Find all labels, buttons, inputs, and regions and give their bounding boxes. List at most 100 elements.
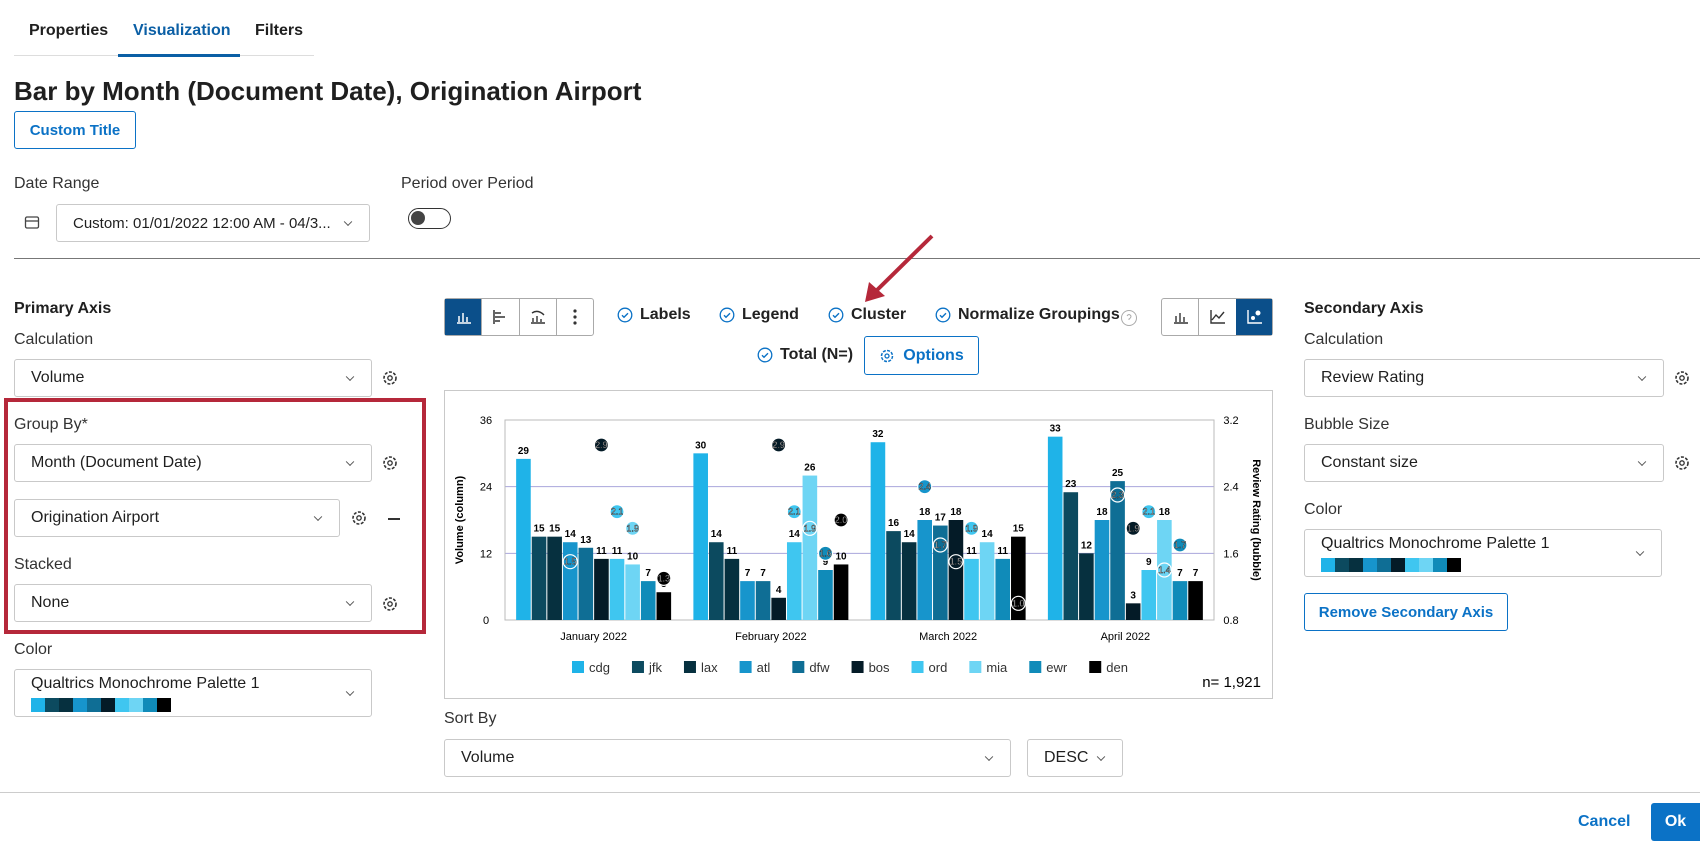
- palette-swatch: [143, 697, 157, 712]
- gear-icon[interactable]: [381, 454, 399, 472]
- bar-label: 14: [789, 529, 801, 540]
- bubble-label: 2.9: [595, 440, 608, 450]
- cluster-toggle[interactable]: Cluster: [828, 306, 906, 324]
- gear-icon[interactable]: [1673, 369, 1691, 387]
- options-button[interactable]: Options: [864, 336, 979, 375]
- palette-swatch: [1419, 557, 1433, 572]
- y2-tick-label: 1.6: [1223, 548, 1238, 560]
- bubble-label: 2.1: [611, 507, 624, 517]
- gear-icon[interactable]: [381, 369, 399, 387]
- remove-icon[interactable]: [388, 518, 400, 520]
- sort-dropdown[interactable]: Volume: [444, 739, 1011, 777]
- bar: [870, 442, 886, 620]
- bar: [562, 542, 578, 620]
- bubble-label: 1.0: [1012, 598, 1025, 608]
- bar: [547, 536, 562, 620]
- legend-swatch: [572, 661, 584, 673]
- palette-swatch: [1433, 557, 1447, 572]
- bar: [578, 547, 594, 620]
- gear-icon: [881, 349, 894, 362]
- normalize-toggle[interactable]: Normalize Groupings: [935, 306, 1120, 324]
- legend-swatch: [792, 661, 805, 673]
- cancel-button[interactable]: Cancel: [1578, 813, 1631, 830]
- chart-frame: [444, 390, 1273, 699]
- bar-label: 7: [745, 568, 751, 579]
- help-icon[interactable]: [1120, 309, 1138, 327]
- bar-label: 15: [1013, 524, 1025, 535]
- palette-swatch: [73, 697, 87, 712]
- sort-label: Sort By: [444, 710, 497, 727]
- bar-label: 7: [1177, 568, 1183, 579]
- normalize-text: Normalize Groupings: [958, 306, 1120, 323]
- legend-label: mia: [986, 660, 1008, 675]
- check-icon: [757, 347, 773, 363]
- bubble-label: 1.3: [658, 573, 671, 583]
- pop-toggle[interactable]: [408, 208, 451, 229]
- palette-swatch: [1349, 557, 1363, 572]
- date-range-dropdown[interactable]: Custom: 01/01/2022 12:00 AM - 04/3...: [56, 204, 370, 242]
- legend-label: lax: [701, 660, 718, 675]
- bar-label: 26: [804, 463, 816, 474]
- bar: [948, 520, 964, 620]
- group-by-dropdown[interactable]: Month (Document Date): [14, 444, 372, 482]
- bar: [1047, 436, 1063, 620]
- calendar-icon: [24, 216, 40, 229]
- legend-toggle[interactable]: Legend: [719, 306, 799, 324]
- primary-axis-heading: Primary Axis: [14, 300, 112, 317]
- legend-swatch: [631, 661, 644, 673]
- legend-swatch: [739, 661, 752, 673]
- bar-label: 13: [580, 535, 592, 546]
- more-icon[interactable]: [555, 299, 593, 335]
- total-text: Total (N=): [780, 346, 854, 363]
- total-toggle[interactable]: Total (N=): [757, 346, 853, 364]
- group-by-dropdown[interactable]: Origination Airport: [14, 499, 340, 537]
- total-n: n= 1,921: [1202, 674, 1261, 691]
- sec-color-dropdown[interactable]: Qualtrics Monochrome Palette 1: [1304, 529, 1662, 577]
- combo-icon[interactable]: [518, 299, 556, 335]
- y-tick-label: 0: [483, 615, 489, 627]
- palette-name: Qualtrics Monochrome Palette 1: [1321, 534, 1550, 552]
- legend-swatch: [911, 661, 924, 673]
- palette-name: Qualtrics Monochrome Palette 1: [31, 674, 260, 692]
- bubble-label: 1.9: [804, 523, 817, 533]
- bubble: [771, 437, 787, 453]
- y-tick-label: 12: [480, 548, 492, 560]
- gear-icon[interactable]: [1673, 454, 1691, 472]
- tab[interactable]: Properties: [29, 22, 109, 39]
- palette-swatch: [1391, 557, 1405, 572]
- remove-secondary-button[interactable]: Remove Secondary Axis: [1304, 593, 1508, 631]
- secondary-type-group: [1161, 298, 1273, 336]
- sec-bubble-icon[interactable]: [1235, 299, 1272, 335]
- y-tick-label: 24: [480, 482, 492, 494]
- legend-label: ord: [929, 660, 948, 675]
- color-dropdown[interactable]: Qualtrics Monochrome Palette 1: [14, 669, 372, 717]
- legend-label: atl: [757, 660, 771, 675]
- tab[interactable]: Filters: [255, 22, 304, 39]
- ok-button[interactable]: Ok: [1651, 803, 1700, 841]
- bar-label: 11: [727, 546, 738, 557]
- bubble: [1141, 504, 1157, 520]
- tab-active[interactable]: Visualization: [133, 22, 231, 39]
- sec-bar-icon[interactable]: [1162, 299, 1198, 335]
- gear-icon[interactable]: [381, 595, 399, 613]
- gear-icon[interactable]: [350, 509, 368, 527]
- group-by-label: Group By*: [14, 416, 88, 433]
- bar-icon[interactable]: [445, 299, 482, 335]
- sec-calculation-label: Calculation: [1304, 331, 1384, 348]
- y-axis-title: Volume (column): [454, 475, 466, 564]
- calculation-dropdown[interactable]: Volume: [14, 359, 372, 397]
- sec-line-icon[interactable]: [1198, 299, 1235, 335]
- bubble-size-dropdown[interactable]: Constant size: [1304, 444, 1664, 482]
- custom-title-button[interactable]: Custom Title: [14, 111, 136, 149]
- bar-label: 11: [612, 546, 623, 557]
- hbar-icon[interactable]: [481, 299, 518, 335]
- bubble: [656, 570, 672, 586]
- stacked-dropdown[interactable]: None: [14, 584, 372, 622]
- sec-calculation-dropdown[interactable]: Review Rating: [1304, 359, 1664, 397]
- bar-label: 18: [950, 507, 962, 518]
- order-dropdown[interactable]: DESC: [1027, 739, 1123, 777]
- palette-swatch: [1377, 557, 1391, 572]
- bubble: [1156, 562, 1172, 578]
- check-icon: [828, 307, 844, 323]
- labels-toggle[interactable]: Labels: [617, 306, 691, 324]
